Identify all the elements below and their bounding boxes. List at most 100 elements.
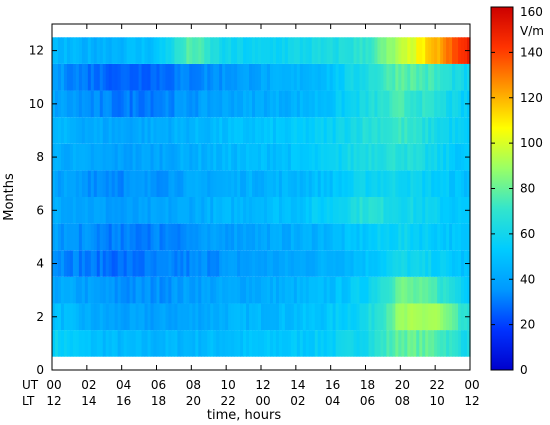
heatmap-cell xyxy=(186,197,190,224)
heatmap-cell xyxy=(302,197,307,224)
heatmap-cell xyxy=(272,303,277,331)
heatmap-cell xyxy=(395,197,399,224)
heatmap-cell xyxy=(99,90,104,118)
heatmap-cell xyxy=(255,250,259,277)
heatmap-cell xyxy=(425,143,429,171)
heatmap-cell xyxy=(63,197,68,224)
heatmap-cell xyxy=(305,330,310,357)
heatmap-cell xyxy=(341,303,346,331)
heatmap-cell xyxy=(362,223,367,251)
heatmap-cell xyxy=(437,90,441,118)
heatmap-cell xyxy=(386,197,390,224)
heatmap-cell xyxy=(353,170,358,197)
heatmap-cell xyxy=(401,276,405,304)
heatmap-cell xyxy=(99,223,104,251)
heatmap-cell xyxy=(365,143,370,171)
heatmap-cell xyxy=(132,330,137,357)
heatmap-cell xyxy=(344,303,349,331)
heatmap-cell xyxy=(293,250,298,277)
heatmap-cell xyxy=(389,117,393,144)
heatmap-cell xyxy=(123,90,128,118)
heatmap-cell xyxy=(407,63,411,91)
heatmap-cell xyxy=(317,37,322,64)
heatmap-cell xyxy=(246,223,250,251)
heatmap-cell xyxy=(174,63,178,91)
heatmap-cell xyxy=(275,143,280,171)
heatmap-cell xyxy=(198,90,202,118)
heatmap-cell xyxy=(102,223,107,251)
heatmap-cell xyxy=(219,330,223,357)
heatmap-cell xyxy=(66,223,71,251)
heatmap-cell xyxy=(368,197,373,224)
heatmap-cell xyxy=(314,117,319,144)
heatmap-cell xyxy=(177,63,181,91)
heatmap-cell xyxy=(147,170,152,197)
heatmap-cell xyxy=(237,330,241,357)
heatmap-cell xyxy=(323,117,328,144)
heatmap-cell xyxy=(108,143,113,171)
heatmap-cell xyxy=(93,250,98,277)
heatmap-cell xyxy=(261,170,265,197)
heatmap-cell xyxy=(120,276,125,304)
heatmap-cell xyxy=(386,90,390,118)
heatmap-cell xyxy=(222,37,226,64)
heatmap-cell xyxy=(93,90,98,118)
heatmap-cell xyxy=(365,63,370,91)
heatmap-cell xyxy=(323,90,328,118)
y-axis-label: Months xyxy=(2,173,17,221)
heatmap-cell xyxy=(204,37,208,64)
heatmap-cell xyxy=(422,197,426,224)
heatmap-cell xyxy=(180,37,184,64)
heatmap-cell xyxy=(314,170,319,197)
heatmap-cell xyxy=(150,197,155,224)
heatmap-cell xyxy=(240,63,244,91)
heatmap-cell xyxy=(317,276,322,304)
heatmap-cell xyxy=(138,143,143,171)
heatmap-cell xyxy=(183,223,187,251)
heatmap-cell xyxy=(299,143,304,171)
heatmap-cell xyxy=(156,223,161,251)
heatmap-cell xyxy=(117,37,122,64)
heatmap-cell xyxy=(198,143,202,171)
heatmap-cell xyxy=(281,276,286,304)
x-axis-label: time, hours xyxy=(207,408,281,423)
heatmap-cell xyxy=(293,63,298,91)
heatmap-cell xyxy=(171,90,176,118)
heatmap-cell xyxy=(344,143,349,171)
heatmap-cell xyxy=(198,170,202,197)
heatmap-cell xyxy=(174,37,178,64)
heatmap-cell xyxy=(419,197,423,224)
heatmap-cell xyxy=(255,117,259,144)
heatmap-cell xyxy=(395,117,399,144)
heatmap-cell xyxy=(168,170,173,197)
heatmap-cell xyxy=(407,276,411,304)
heatmap-cell xyxy=(419,303,423,331)
heatmap-cell xyxy=(368,90,373,118)
heatmap-cell xyxy=(326,90,331,118)
heatmap-cell xyxy=(234,197,238,224)
heatmap-cell xyxy=(117,330,122,357)
heatmap-cell xyxy=(278,223,283,251)
heatmap-cell xyxy=(234,117,238,144)
heatmap-cell xyxy=(380,170,385,197)
heatmap-cell xyxy=(308,303,313,331)
heatmap-cell xyxy=(416,63,420,91)
heatmap-cell xyxy=(228,250,232,277)
heatmap-cell xyxy=(308,223,313,251)
heatmap-cell xyxy=(467,117,471,144)
heatmap-cell xyxy=(216,223,220,251)
heatmap-cell xyxy=(323,37,328,64)
heatmap-cell xyxy=(183,117,187,144)
heatmap-cell xyxy=(189,90,193,118)
heatmap-cell xyxy=(114,276,119,304)
heatmap-cell xyxy=(413,170,417,197)
heatmap-cell xyxy=(213,250,217,277)
heatmap-cell xyxy=(317,223,322,251)
heatmap-cell xyxy=(249,303,253,331)
heatmap-cell xyxy=(141,250,146,277)
heatmap-cell xyxy=(371,223,376,251)
heatmap-cell xyxy=(362,63,367,91)
heatmap-cell xyxy=(123,197,128,224)
heatmap-cell xyxy=(434,37,438,64)
heatmap-cell xyxy=(186,63,190,91)
